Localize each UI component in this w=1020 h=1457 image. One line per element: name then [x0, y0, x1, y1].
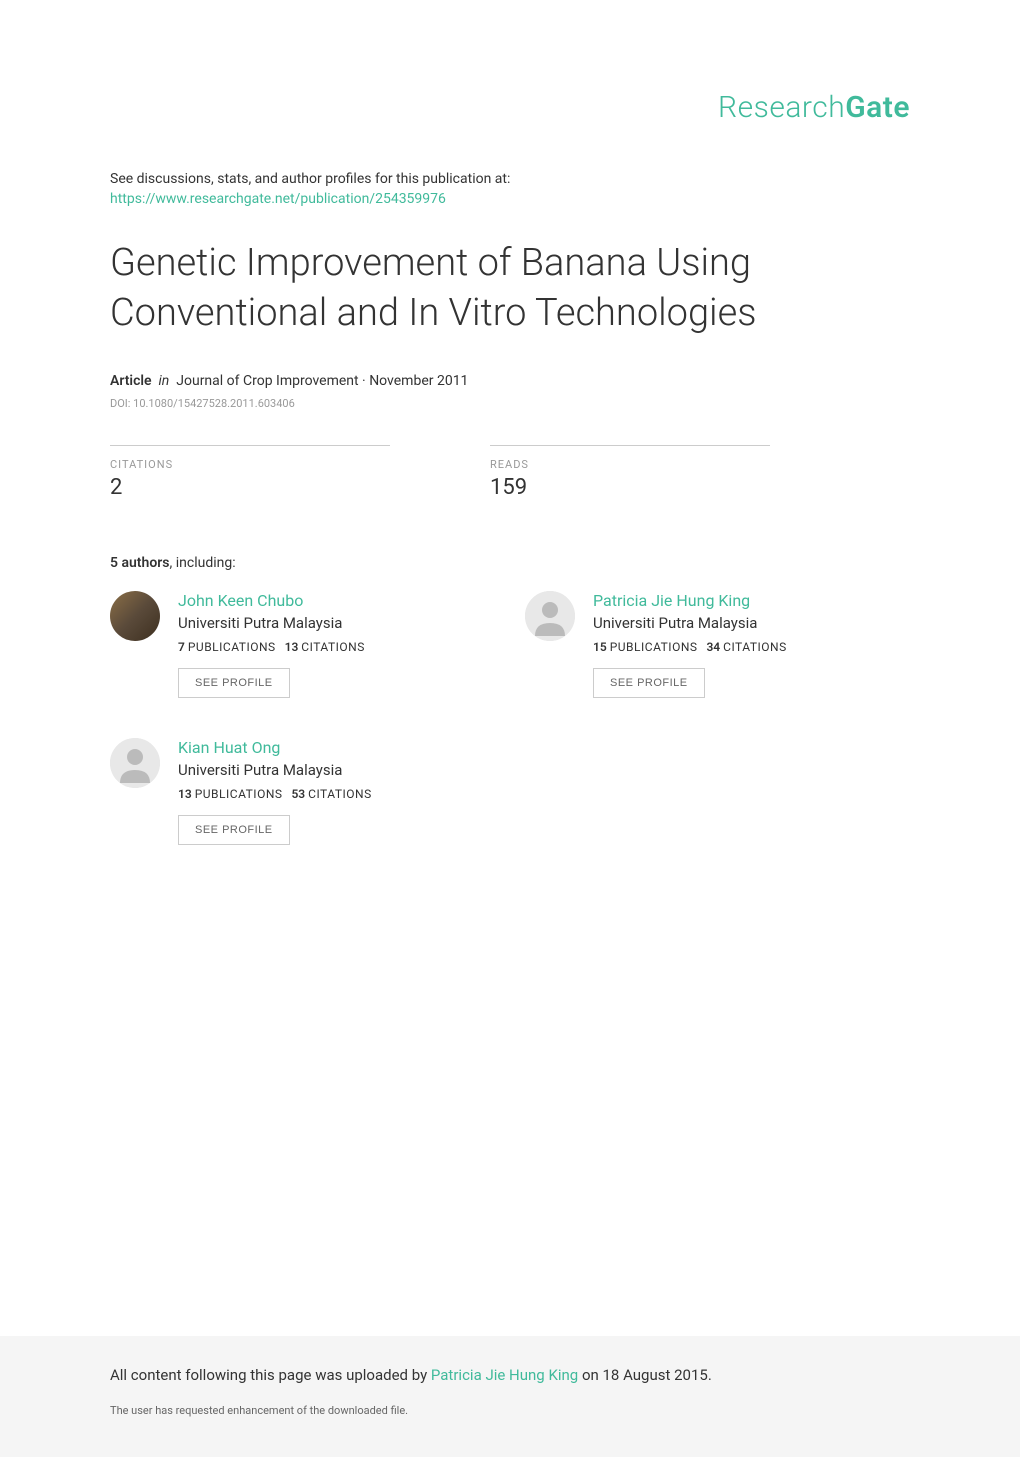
footer-suffix: on 18 August 2015.	[578, 1366, 712, 1384]
author-name-link[interactable]: John Keen Chubo	[178, 591, 445, 610]
article-label: Article	[110, 373, 152, 389]
author-cits-count: 13	[285, 640, 299, 654]
author-avatar[interactable]	[110, 738, 160, 788]
citations-value: 2	[110, 475, 390, 500]
doi-text: DOI: 10.1080/15427528.2011.603406	[110, 397, 910, 410]
author-avatar[interactable]	[110, 591, 160, 641]
author-card: Kian Huat Ong Universiti Putra Malaysia …	[110, 738, 445, 845]
author-pubs-label: PUBLICATIONS	[610, 640, 698, 654]
see-profile-button[interactable]: SEE PROFILE	[178, 815, 290, 845]
author-affiliation: Universiti Putra Malaysia	[593, 614, 860, 632]
author-stats: 7 PUBLICATIONS 13 CITATIONS	[178, 640, 445, 654]
author-affiliation: Universiti Putra Malaysia	[178, 614, 445, 632]
intro-text: See discussions, stats, and author profi…	[110, 170, 910, 209]
see-profile-button[interactable]: SEE PROFILE	[178, 668, 290, 698]
author-cits-count: 34	[706, 640, 720, 654]
authors-heading: 5 authors, including:	[110, 555, 910, 571]
footer-upload-note: All content following this page was uplo…	[110, 1366, 910, 1384]
author-pubs-label: PUBLICATIONS	[195, 787, 283, 801]
author-pubs-count: 7	[178, 640, 185, 654]
stats-row: CITATIONS 2 READS 159	[110, 445, 910, 500]
in-word: in	[159, 373, 170, 389]
author-stats: 15 PUBLICATIONS 34 CITATIONS	[593, 640, 860, 654]
author-cits-label: CITATIONS	[723, 640, 787, 654]
citations-label: CITATIONS	[110, 458, 390, 471]
author-name-link[interactable]: Patricia Jie Hung King	[593, 591, 860, 610]
author-pubs-count: 15	[593, 640, 607, 654]
citations-block: CITATIONS 2	[110, 445, 390, 500]
author-cits-label: CITATIONS	[308, 787, 372, 801]
author-avatar[interactable]	[525, 591, 575, 641]
author-cits-label: CITATIONS	[301, 640, 365, 654]
author-cits-count: 53	[291, 787, 305, 801]
author-card: John Keen Chubo Universiti Putra Malaysi…	[110, 591, 445, 698]
logo-text-1: Research	[718, 90, 845, 125]
see-profile-button[interactable]: SEE PROFILE	[593, 668, 705, 698]
reads-block: READS 159	[490, 445, 770, 500]
author-pubs-count: 13	[178, 787, 192, 801]
author-affiliation: Universiti Putra Malaysia	[178, 761, 445, 779]
author-name-link[interactable]: Kian Huat Ong	[178, 738, 445, 757]
authors-suffix: , including:	[170, 555, 236, 571]
reads-label: READS	[490, 458, 770, 471]
author-pubs-label: PUBLICATIONS	[188, 640, 276, 654]
researchgate-logo[interactable]: ResearchGate	[718, 90, 910, 125]
reads-value: 159	[490, 475, 770, 500]
person-icon	[110, 738, 160, 788]
person-icon	[525, 591, 575, 641]
authors-count: 5 authors	[110, 555, 170, 571]
publication-url-link[interactable]: https://www.researchgate.net/publication…	[110, 191, 446, 207]
logo-text-2: Gate	[845, 90, 910, 125]
authors-grid: John Keen Chubo Universiti Putra Malaysi…	[110, 591, 910, 845]
article-meta: Article in Journal of Crop Improvement ·…	[110, 373, 910, 389]
author-stats: 13 PUBLICATIONS 53 CITATIONS	[178, 787, 445, 801]
footer-enhancement-note: The user has requested enhancement of th…	[110, 1404, 910, 1417]
footer: All content following this page was uplo…	[0, 1336, 1020, 1457]
intro-label: See discussions, stats, and author profi…	[110, 171, 510, 187]
footer-prefix: All content following this page was uplo…	[110, 1366, 431, 1384]
journal-name: Journal of Crop Improvement · November 2…	[176, 373, 468, 389]
publication-title: Genetic Improvement of Banana Using Conv…	[110, 239, 910, 338]
footer-uploader-link[interactable]: Patricia Jie Hung King	[431, 1366, 578, 1384]
author-card: Patricia Jie Hung King Universiti Putra …	[525, 591, 860, 698]
